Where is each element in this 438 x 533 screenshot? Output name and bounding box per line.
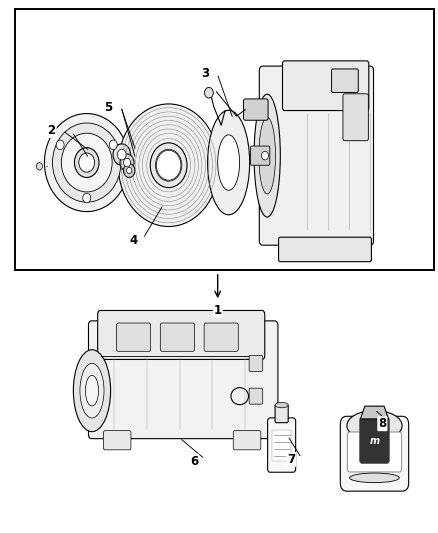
Ellipse shape bbox=[61, 133, 112, 192]
Ellipse shape bbox=[208, 110, 250, 215]
Polygon shape bbox=[360, 406, 389, 419]
Ellipse shape bbox=[218, 135, 240, 190]
Circle shape bbox=[36, 163, 42, 170]
FancyBboxPatch shape bbox=[360, 417, 389, 464]
Circle shape bbox=[124, 158, 131, 167]
Ellipse shape bbox=[85, 375, 99, 406]
FancyBboxPatch shape bbox=[103, 431, 131, 450]
Text: 6: 6 bbox=[190, 455, 198, 467]
Circle shape bbox=[124, 164, 135, 177]
Circle shape bbox=[56, 140, 64, 150]
Text: 5: 5 bbox=[105, 101, 113, 114]
FancyBboxPatch shape bbox=[160, 323, 194, 351]
Circle shape bbox=[74, 148, 99, 177]
Circle shape bbox=[150, 143, 187, 188]
FancyBboxPatch shape bbox=[347, 432, 402, 472]
Ellipse shape bbox=[53, 123, 121, 202]
Circle shape bbox=[155, 149, 182, 181]
Text: 7: 7 bbox=[287, 453, 295, 466]
FancyBboxPatch shape bbox=[259, 66, 374, 245]
Circle shape bbox=[261, 151, 268, 160]
FancyBboxPatch shape bbox=[98, 310, 265, 359]
Circle shape bbox=[83, 193, 91, 203]
Circle shape bbox=[110, 140, 117, 150]
FancyBboxPatch shape bbox=[249, 388, 263, 404]
Circle shape bbox=[79, 153, 95, 172]
Ellipse shape bbox=[118, 104, 219, 227]
FancyBboxPatch shape bbox=[275, 405, 288, 423]
FancyBboxPatch shape bbox=[117, 323, 151, 351]
Ellipse shape bbox=[347, 410, 402, 441]
Circle shape bbox=[127, 167, 132, 174]
FancyBboxPatch shape bbox=[365, 409, 384, 426]
FancyBboxPatch shape bbox=[332, 69, 358, 92]
FancyBboxPatch shape bbox=[340, 416, 409, 491]
FancyBboxPatch shape bbox=[343, 94, 368, 141]
FancyBboxPatch shape bbox=[272, 430, 291, 461]
Circle shape bbox=[120, 154, 134, 171]
Ellipse shape bbox=[275, 402, 288, 408]
FancyBboxPatch shape bbox=[283, 61, 369, 110]
Circle shape bbox=[205, 87, 213, 98]
Text: 8: 8 bbox=[378, 417, 386, 430]
FancyBboxPatch shape bbox=[244, 99, 268, 120]
Ellipse shape bbox=[44, 114, 129, 212]
Circle shape bbox=[156, 150, 181, 180]
FancyBboxPatch shape bbox=[249, 356, 263, 372]
Text: 4: 4 bbox=[130, 235, 138, 247]
Text: 3: 3 bbox=[201, 67, 209, 80]
Circle shape bbox=[117, 149, 126, 160]
FancyBboxPatch shape bbox=[204, 323, 238, 351]
FancyBboxPatch shape bbox=[15, 9, 434, 270]
FancyBboxPatch shape bbox=[233, 431, 261, 450]
Circle shape bbox=[113, 144, 131, 165]
Ellipse shape bbox=[74, 350, 110, 432]
Ellipse shape bbox=[80, 364, 104, 418]
Ellipse shape bbox=[254, 94, 280, 217]
Ellipse shape bbox=[259, 117, 276, 194]
FancyBboxPatch shape bbox=[88, 321, 278, 439]
FancyBboxPatch shape bbox=[251, 146, 270, 165]
FancyBboxPatch shape bbox=[279, 237, 371, 262]
Text: 2: 2 bbox=[48, 124, 56, 137]
Text: m: m bbox=[369, 435, 380, 446]
Text: 1: 1 bbox=[214, 304, 222, 317]
FancyBboxPatch shape bbox=[268, 418, 296, 472]
Ellipse shape bbox=[350, 473, 399, 483]
